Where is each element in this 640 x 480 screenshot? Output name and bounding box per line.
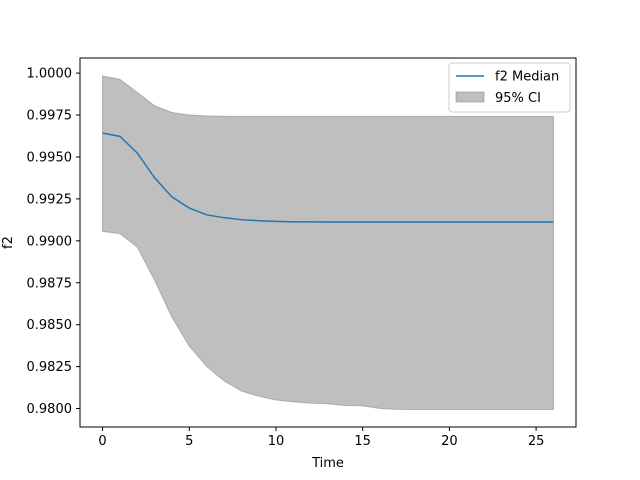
legend-ci-label: 95% CI [495, 91, 541, 106]
x-tick-label: 15 [354, 434, 371, 449]
y-tick-label: 0.9925 [27, 192, 73, 207]
x-tick-label: 0 [98, 434, 106, 449]
y-axis-label: f2 [1, 236, 16, 249]
y-tick-label: 0.9975 [27, 109, 73, 124]
y-axis-ticks: 0.9800 0.9825 0.9850 0.9875 0.9900 0.9925 0.99… [27, 67, 80, 417]
y-tick-label: 0.9825 [27, 360, 73, 375]
x-axis-ticks: 0 5 10 15 20 25 [98, 427, 544, 449]
y-tick-label: 0.9875 [27, 276, 73, 291]
y-tick-label: 1.0000 [27, 67, 73, 82]
y-tick-label: 0.9900 [27, 234, 73, 249]
x-tick-label: 5 [185, 434, 193, 449]
legend: f2 Median 95% CI [448, 62, 571, 113]
axes-frame [79, 57, 577, 428]
y-tick-label: 0.9950 [27, 150, 73, 165]
x-tick-label: 10 [268, 434, 285, 449]
y-tick-label: 0.9850 [27, 318, 73, 333]
ci-band [102, 75, 554, 411]
legend-median-label: f2 Median [495, 70, 559, 85]
plot-area [102, 75, 554, 411]
x-tick-label: 20 [441, 434, 458, 449]
x-tick-label: 25 [528, 434, 545, 449]
median-line [102, 132, 554, 223]
x-axis-label: Time [311, 456, 344, 471]
legend-ci-swatch [455, 91, 485, 103]
y-tick-label: 0.9800 [27, 402, 73, 417]
